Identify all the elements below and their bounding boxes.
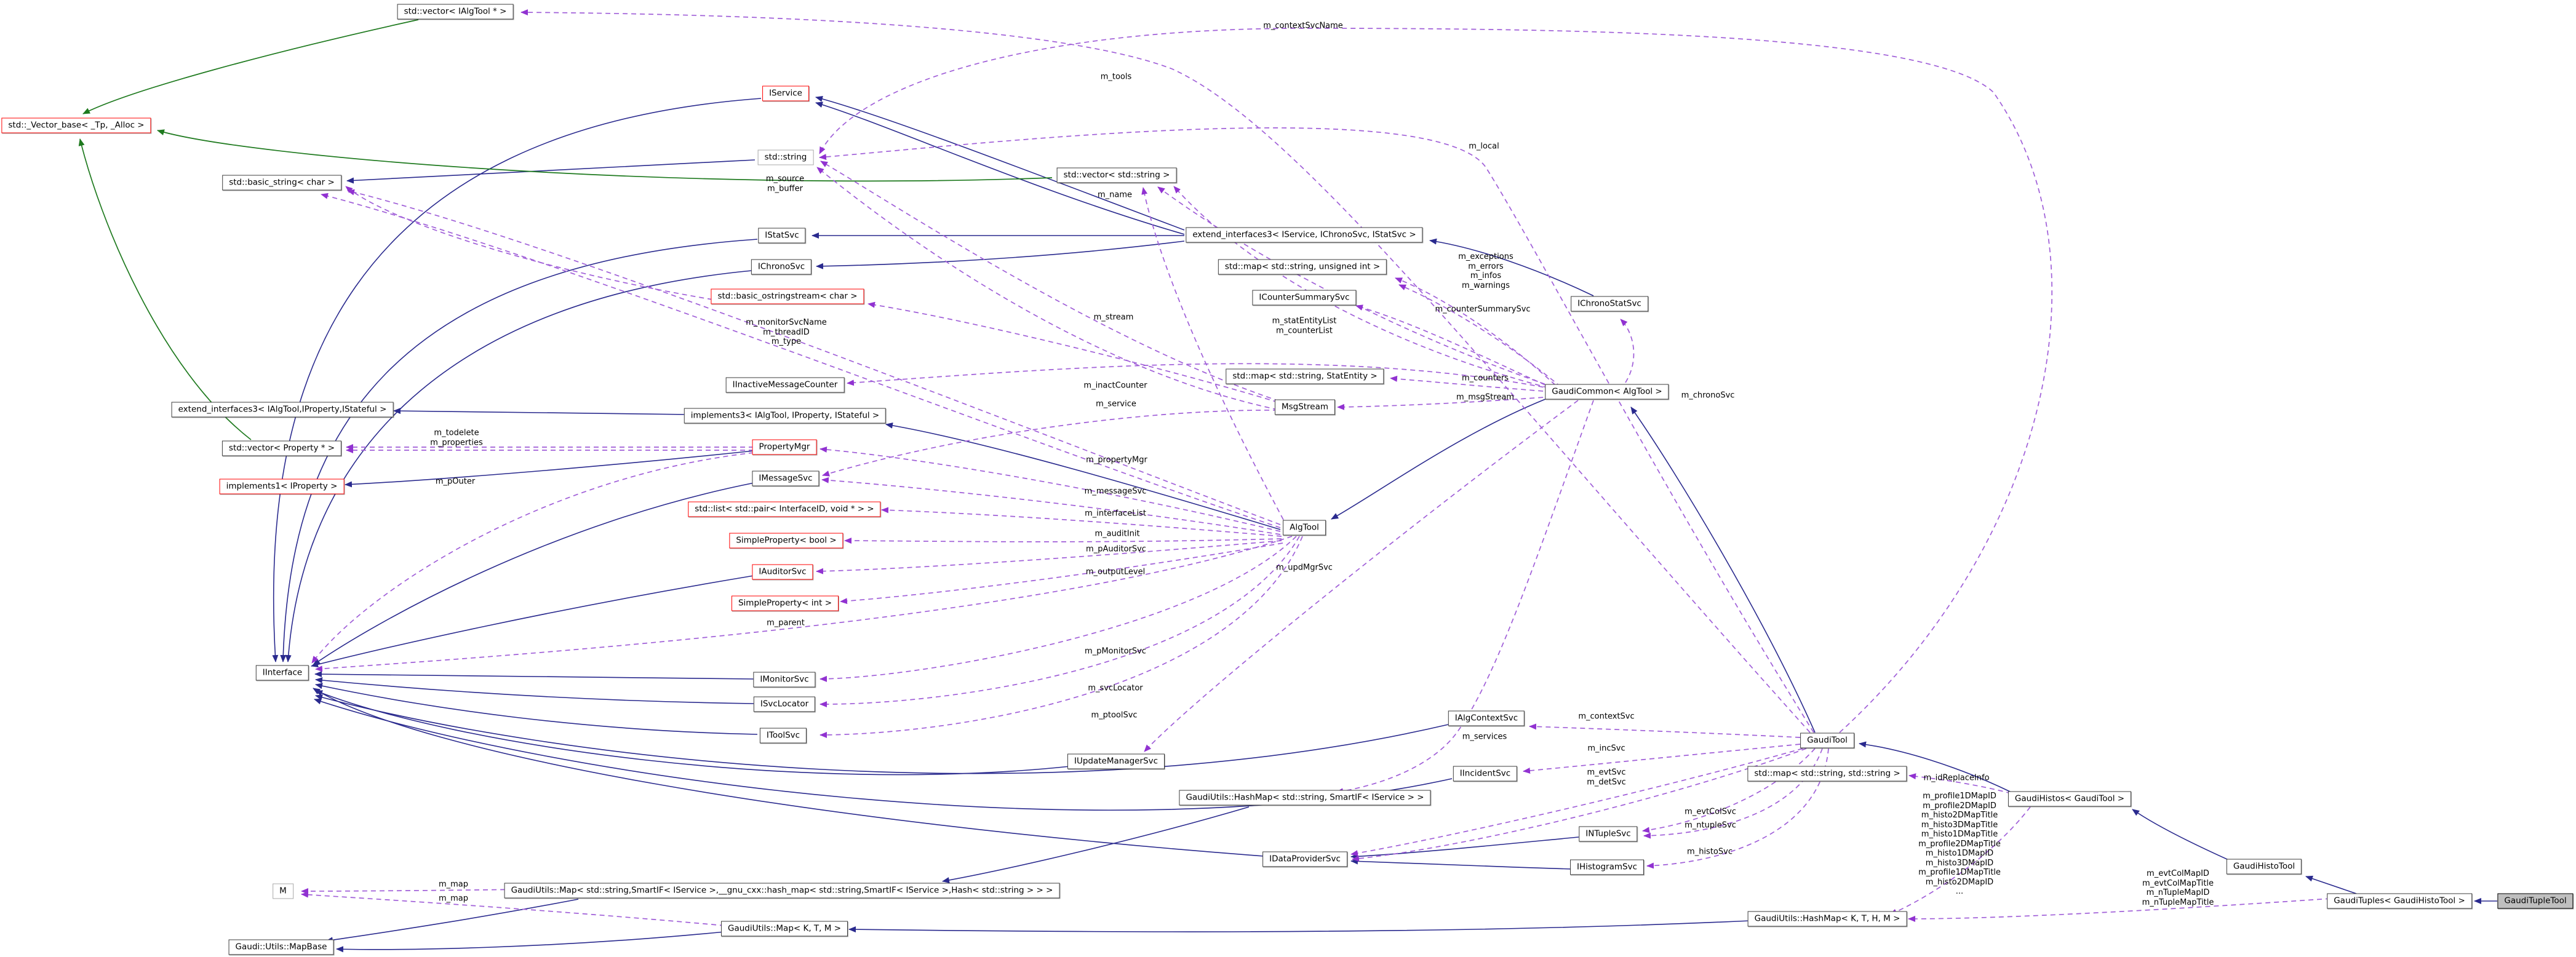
edge-label-m-inactcounter: m_inactCounter	[1083, 381, 1147, 391]
node-std-vector-ialgtool[interactable]: std::vector< IAlgTool * >	[397, 4, 514, 20]
edge-label-m-pmonitorsvc: m_pMonitorSvc	[1085, 646, 1146, 656]
edge-label-m-updmgrsvc: m_updMgrSvc	[1276, 563, 1333, 573]
node-std-vector-string[interactable]: std::vector< std::string >	[1056, 167, 1177, 183]
edge-label-m-messagesvc: m_messageSvc	[1084, 486, 1147, 496]
node-icountersummarysvc[interactable]: ICounterSummarySvc	[1252, 290, 1357, 306]
node-itoolsvc[interactable]: IToolSvc	[759, 728, 807, 744]
node-extend-interfaces3-ialgtool[interactable]: extend_interfaces3< IAlgTool,IProperty,I…	[171, 402, 394, 418]
node-iupdatemanagersvc[interactable]: IUpdateManagerSvc	[1067, 753, 1165, 769]
edge-label-m-chronosvc: m_chronoSvc	[1681, 391, 1735, 400]
node-ichronosvc[interactable]: IChronoSvc	[751, 259, 812, 275]
edge-label-m-todelete: m_todelete m_properties	[430, 428, 483, 448]
node-m[interactable]: M	[273, 883, 293, 899]
edge-label-m-monitorsvcname: m_monitorSvcName m_threadID m_type	[746, 317, 827, 346]
edge-label-m-propertymgr: m_propertyMgr	[1086, 455, 1147, 465]
node-gaudituples-gaudihistotool[interactable]: GaudiTuples< GaudiHistoTool >	[2327, 893, 2472, 909]
edge-label-m-idreplaceinfo: m_idReplaceInfo	[1923, 773, 1990, 783]
node-gauditool[interactable]: GaudiTool	[1800, 733, 1854, 749]
edge-label-m-histosvc: m_histoSvc	[1687, 847, 1733, 857]
edge-label-m-service: m_service	[1096, 399, 1136, 409]
node-gaudihistos-gauditool[interactable]: GaudiHistos< GaudiTool >	[2008, 791, 2132, 807]
node-std-vector-property[interactable]: std::vector< Property * >	[221, 440, 342, 456]
edge-label-m-map-2: m_map	[438, 894, 469, 903]
edge-label-m-tools: m_tools	[1100, 72, 1132, 82]
node-gaudiutils-hashmap-kthm[interactable]: GaudiUtils::HashMap< K, T, H, M >	[1747, 911, 1907, 927]
edge-label-m-exceptions: m_exceptions m_errors m_infos m_warnings	[1458, 252, 1513, 290]
node-iinterface[interactable]: IInterface	[255, 665, 309, 681]
edge-label-m-evtcolsvc: m_evtColSvc	[1685, 807, 1736, 817]
edge-label-m-auditinit: m_auditInit	[1095, 529, 1140, 539]
node-msgstream[interactable]: MsgStream	[1274, 399, 1336, 415]
edge-label-m-local: m_local	[1469, 141, 1499, 151]
edge-label-m-histo-map-ids: m_profile1DMapID m_profile2DMapID m_hist…	[1918, 791, 2001, 896]
edge-label-m-pauditorsvc: m_pAuditorSvc	[1086, 544, 1146, 554]
node-iinactivemessagecounter[interactable]: IInactiveMessageCounter	[725, 377, 845, 393]
edge-label-m-ntuple-map-ids: m_evtColMapID m_evtColMapTitle m_nTupleM…	[2142, 869, 2214, 907]
node-idataprovidersvc[interactable]: IDataProviderSvc	[1262, 851, 1347, 867]
node-intuplesvc[interactable]: INTupleSvc	[1579, 826, 1638, 842]
node-iauditorsvc[interactable]: IAuditorSvc	[752, 564, 813, 580]
node-imessagesvc[interactable]: IMessageSvc	[752, 471, 819, 486]
node-std-map-unsigned[interactable]: std::map< std::string, unsigned int >	[1218, 259, 1387, 275]
node-hashmap-smartif-iservice[interactable]: GaudiUtils::HashMap< std::string, SmartI…	[1179, 790, 1431, 806]
edge-label-m-ntuplesvc: m_ntupleSvc	[1685, 820, 1736, 830]
node-ichronostatsvc[interactable]: IChronoStatSvc	[1571, 296, 1648, 312]
edge-label-m-name: m_name	[1097, 190, 1133, 200]
edge-label-m-parent: m_parent	[767, 618, 805, 628]
node-gaudicommon-algtool[interactable]: GaudiCommon< AlgTool >	[1545, 384, 1669, 400]
node-std-map-string-string[interactable]: std::map< std::string, std::string >	[1747, 766, 1907, 782]
edge-label-m-svclocator: m_svcLocator	[1088, 683, 1143, 693]
node-extend-interfaces3-iservice[interactable]: extend_interfaces3< IService, IChronoSvc…	[1186, 227, 1423, 243]
edge-label-m-msgstream: m_msgStream	[1456, 392, 1514, 402]
edge-label-m-contextsvc: m_contextSvc	[1578, 712, 1635, 721]
edge-label-m-stream: m_stream	[1093, 312, 1134, 322]
edge-label-m-evtsvc-detsvc: m_evtSvc m_detSvc	[1587, 768, 1626, 787]
node-ihistogramsvc[interactable]: IHistogramSvc	[1570, 859, 1644, 875]
node-gaudiutils-map-ktm[interactable]: GaudiUtils::Map< K, T, M >	[720, 921, 848, 937]
edge-label-m-map-1: m_map	[438, 880, 469, 889]
node-simpleproperty-bool[interactable]: SimpleProperty< bool >	[729, 533, 843, 549]
edge-label-m-source-buffer: m_source m_buffer	[765, 174, 805, 194]
node-imonitorsvc[interactable]: IMonitorSvc	[753, 672, 816, 688]
node-std-vector-base[interactable]: std::_Vector_base< _Tp, _Alloc >	[1, 117, 151, 133]
node-gaudituple-tool[interactable]: GaudiTupleTool	[2497, 893, 2574, 909]
edge-label-m-interfacelist: m_interfaceList	[1085, 509, 1146, 518]
node-std-basic-ostringstream[interactable]: std::basic_ostringstream< char >	[711, 288, 864, 304]
edge-label-m-services: m_services	[1462, 732, 1507, 742]
node-implements1[interactable]: implements1< IProperty >	[219, 479, 345, 494]
node-std-list-interfaceid[interactable]: std::list< std::pair< InterfaceID, void …	[688, 501, 881, 517]
edge-label-m-contextsvcname: m_contextSvcName	[1263, 21, 1343, 31]
node-propertymgr[interactable]: PropertyMgr	[752, 439, 817, 455]
node-implements3[interactable]: implements3< IAlgTool, IProperty, IState…	[684, 408, 887, 424]
edge-label-m-statentitylist: m_statEntityList m_counterList	[1272, 316, 1337, 336]
node-gaudiutils-map-hashmap[interactable]: GaudiUtils::Map< std::string,SmartIF< IS…	[504, 883, 1060, 899]
node-std-string[interactable]: std::string	[757, 149, 814, 165]
node-istatsvc[interactable]: IStatSvc	[758, 228, 806, 244]
node-simpleproperty-int[interactable]: SimpleProperty< int >	[731, 595, 839, 611]
edge-label-m-incsvc: m_incSvc	[1587, 744, 1625, 753]
node-isvclocator[interactable]: ISvcLocator	[753, 696, 816, 712]
edge-label-m-counters: m_counters	[1462, 373, 1509, 383]
edge-label-m-outputlevel: m_outputLevel	[1085, 567, 1146, 577]
node-std-basic-string[interactable]: std::basic_string< char >	[222, 175, 341, 191]
node-algtool[interactable]: AlgTool	[1283, 520, 1326, 536]
node-ialgcontextsvc[interactable]: IAlgContextSvc	[1448, 710, 1525, 726]
node-iincidentsvc[interactable]: IIncidentSvc	[1453, 766, 1518, 782]
edge-label-m-ptoolsvc: m_ptoolSvc	[1091, 710, 1138, 720]
node-gaudihistotool[interactable]: GaudiHistoTool	[2226, 859, 2302, 875]
node-iservice[interactable]: IService	[762, 85, 809, 101]
node-gaudi-utils-mapbase[interactable]: Gaudi::Utils::MapBase	[228, 939, 334, 955]
node-std-map-statentity[interactable]: std::map< std::string, StatEntity >	[1226, 368, 1384, 384]
edge-label-m-pouter: m_pOuter	[435, 477, 476, 486]
edge-label-m-countersummarysvc: m_counterSummarySvc	[1435, 304, 1531, 314]
